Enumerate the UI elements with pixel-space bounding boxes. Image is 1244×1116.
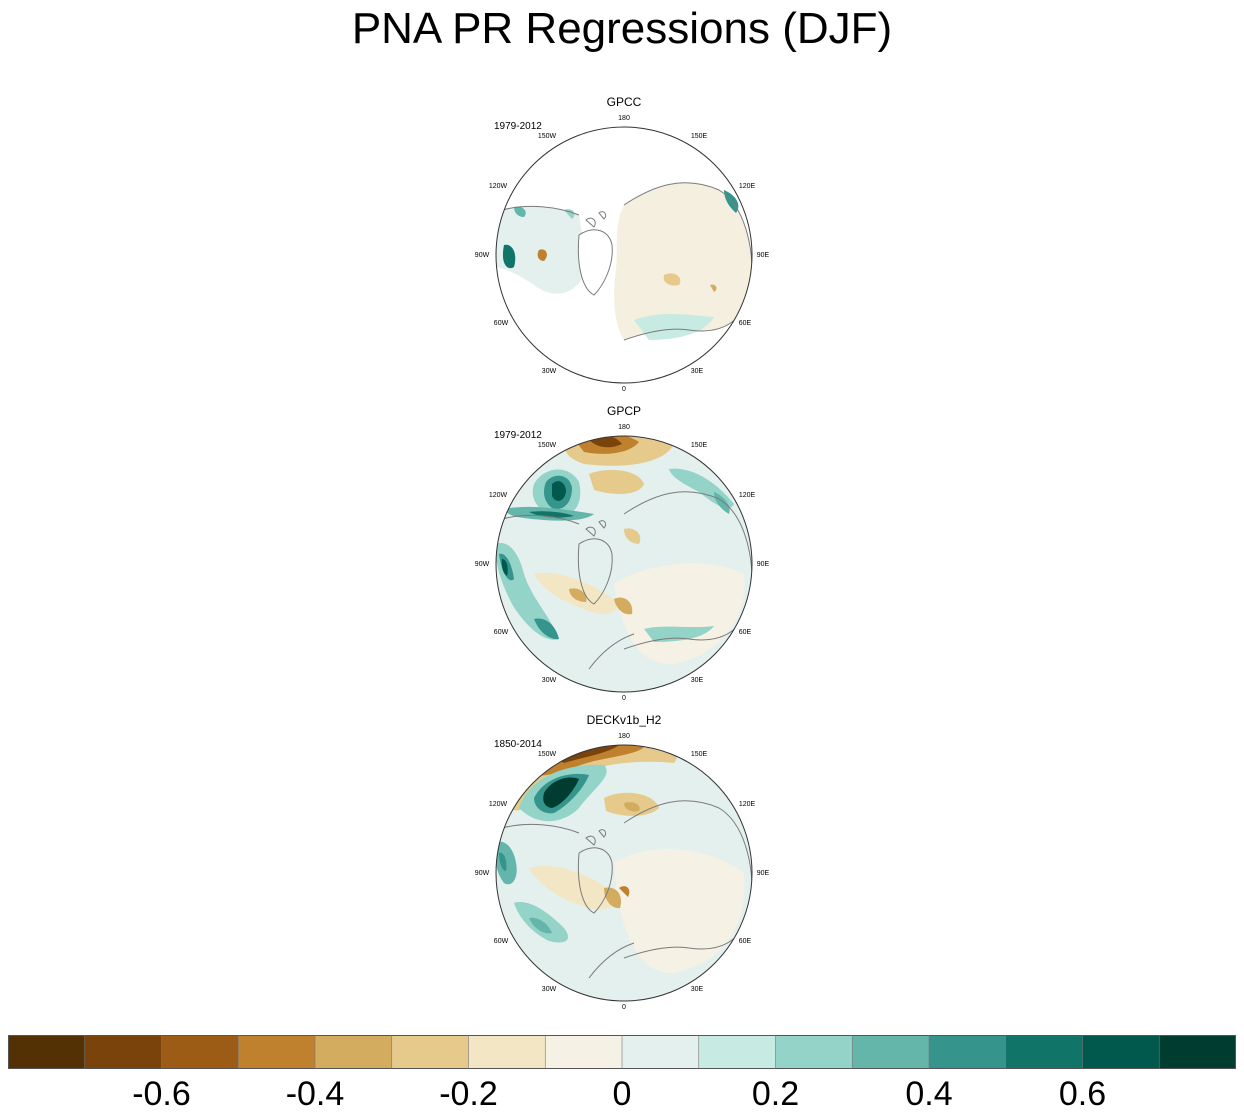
lon-label: 150W: [538, 442, 557, 449]
lon-label: 60W: [494, 938, 509, 945]
land-eurasia: [614, 182, 752, 340]
colorbar-tick-label: 0: [612, 1075, 632, 1113]
panel-title: GPCP: [606, 404, 641, 418]
colorbar-swatch: [1005, 1035, 1083, 1069]
colorbar: [8, 1035, 1236, 1069]
colorbar-swatch: [698, 1035, 776, 1069]
colorbar-labels: -0.6 -0.4 -0.2 0 0.2 0.4 0.6: [0, 1075, 1244, 1115]
colorbar-swatch: [161, 1035, 239, 1069]
lon-label: 150W: [538, 133, 557, 140]
lon-label: 120E: [739, 801, 756, 808]
lon-label: 150W: [538, 751, 557, 758]
lon-label: 0: [622, 386, 626, 393]
colorbar-tick-label: -0.4: [285, 1075, 345, 1113]
panel-period: 1979-2012: [494, 430, 542, 441]
lon-label: 150E: [691, 751, 708, 758]
lon-label: 90W: [475, 252, 490, 259]
lon-label: 90E: [757, 870, 770, 877]
colorbar-swatch: [929, 1035, 1007, 1069]
lon-label: 30E: [691, 677, 704, 684]
lon-label: 150E: [691, 442, 708, 449]
colorbar-swatch: [775, 1035, 853, 1069]
lon-label: 30W: [542, 368, 557, 375]
colorbar-tick-label: 0.6: [1058, 1075, 1107, 1113]
colorbar-swatch: [622, 1035, 700, 1069]
lon-label: 90W: [475, 870, 490, 877]
panel-title: DECKv1b_H2: [586, 713, 662, 727]
page-title: PNA PR Regressions (DJF): [351, 4, 893, 53]
polar-map: 180 150E 120E 90E 60E 30E 0 30W 60W 90W …: [475, 115, 770, 393]
colorbar-swatch: [238, 1035, 316, 1069]
panel-gpcc: GPCC 1979-2012 180: [474, 95, 774, 395]
colorbar-swatch: [1082, 1035, 1160, 1069]
panel-title: GPCC: [606, 95, 642, 109]
lon-label: 120E: [739, 183, 756, 190]
colorbar-swatch: [545, 1035, 623, 1069]
panel-period: 1850-2014: [494, 739, 542, 750]
lon-label: 90E: [757, 561, 770, 568]
lon-label: 120W: [489, 801, 508, 808]
colorbar-tick-label: 0.4: [905, 1075, 953, 1113]
colorbar-swatch: [1159, 1035, 1236, 1069]
land-greenland: [577, 229, 613, 296]
colorbar-swatch: [84, 1035, 162, 1069]
panel-period: 1979-2012: [494, 121, 542, 132]
panel-deckv1b-h2: DECKv1b_H2 1850-2014: [474, 713, 774, 1013]
polar-map: 180 150E 120E 90E 60E 30E 0 30W 60W 90W …: [475, 733, 770, 1011]
lon-label: 0: [622, 1004, 626, 1011]
lon-label: 30E: [691, 368, 704, 375]
lon-label: 60W: [494, 320, 509, 327]
colorbar-tick-label: 0.2: [751, 1075, 800, 1113]
lon-label: 180: [618, 115, 630, 122]
colorbar-tick-label: -0.6: [132, 1075, 191, 1113]
lon-label: 60E: [739, 938, 752, 945]
colorbar-swatch: [391, 1035, 469, 1069]
colorbar-swatch: [8, 1035, 86, 1069]
lon-label: 90W: [475, 561, 490, 568]
colorbar-swatch: [468, 1035, 546, 1069]
lon-label: 60E: [739, 629, 752, 636]
colorbar-swatch: [852, 1035, 930, 1069]
polar-map: 180 150E 120E 90E 60E 30E 0 30W 60W 90W …: [475, 424, 770, 702]
lon-label: 90E: [757, 252, 770, 259]
colorbar-tick-label: -0.2: [439, 1075, 498, 1113]
colorbar-swatch: [315, 1035, 393, 1069]
lon-label: 150E: [691, 133, 708, 140]
lon-label: 120W: [489, 183, 508, 190]
panel-gpcp: GPCP 1979-2012: [474, 404, 774, 704]
lon-label: 30W: [542, 677, 557, 684]
lon-label: 180: [618, 733, 630, 740]
lon-label: 120E: [739, 492, 756, 499]
lon-label: 60W: [494, 629, 509, 636]
lon-label: 0: [622, 695, 626, 702]
lon-label: 30W: [542, 986, 557, 993]
lon-label: 120W: [489, 492, 508, 499]
lon-label: 60E: [739, 320, 752, 327]
lon-label: 30E: [691, 986, 704, 993]
lon-label: 180: [618, 424, 630, 431]
